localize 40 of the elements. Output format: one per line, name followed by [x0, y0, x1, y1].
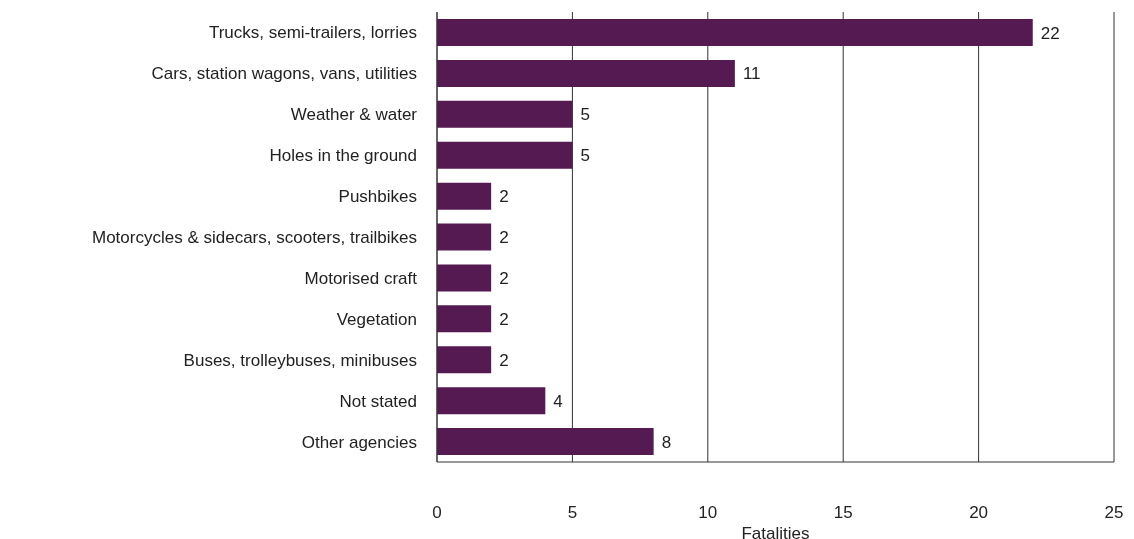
- data-label: 22: [1040, 23, 1060, 43]
- bar: [437, 387, 546, 415]
- bar: [437, 223, 492, 251]
- bar: [437, 100, 573, 128]
- data-label: 4: [553, 391, 563, 411]
- data-label: 2: [499, 187, 509, 207]
- x-tick-label: 25: [1104, 503, 1124, 523]
- bar: [437, 346, 492, 374]
- data-label: 11: [742, 64, 761, 84]
- data-label: 5: [580, 146, 590, 166]
- x-tick-label: 0: [432, 503, 442, 523]
- y-tick-label: Weather & water: [290, 105, 418, 125]
- y-tick-label: Buses, trolleybuses, minibuses: [183, 350, 417, 370]
- y-tick-label: Motorised craft: [304, 268, 418, 288]
- data-label: 2: [499, 268, 509, 288]
- x-tick-label: 5: [567, 503, 578, 523]
- y-tick-label: Holes in the ground: [269, 146, 417, 166]
- bar: [437, 59, 735, 87]
- x-tick-label: 10: [698, 503, 718, 523]
- y-tick-label: Cars, station wagons, vans, utilities: [151, 64, 417, 84]
- y-tick-label: Trucks, semi-trailers, lorries: [208, 23, 417, 43]
- bar: [437, 141, 573, 169]
- data-label: 2: [499, 309, 509, 329]
- y-tick-label: Motorcycles & sidecars, scooters, trailbikes: [92, 228, 417, 248]
- bar: [437, 19, 1033, 46]
- y-tick-label: Not stated: [339, 391, 417, 411]
- y-tick-label: Other agencies: [301, 432, 417, 452]
- y-tick-label: Pushbikes: [338, 187, 417, 207]
- bar: [437, 428, 654, 456]
- bar: [437, 305, 492, 333]
- bar: [437, 264, 492, 292]
- y-tick-label: Vegetation: [336, 309, 417, 329]
- data-label: 5: [580, 105, 590, 125]
- x-axis-title: Fatalities: [741, 524, 810, 539]
- x-tick-label: 20: [969, 503, 989, 523]
- data-label: 2: [499, 350, 509, 370]
- bar: [437, 182, 492, 210]
- x-tick-label: 15: [833, 503, 853, 523]
- data-label: 2: [499, 228, 509, 248]
- data-label: 8: [661, 432, 672, 452]
